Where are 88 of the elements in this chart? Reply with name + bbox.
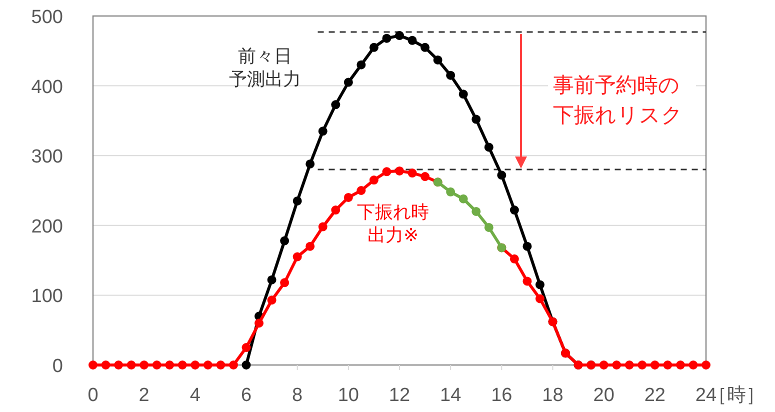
point <box>522 276 532 286</box>
point <box>458 90 468 99</box>
point <box>395 166 404 176</box>
point <box>420 42 430 52</box>
x-tick-label: 4 <box>190 385 201 406</box>
point <box>472 206 481 216</box>
point <box>318 126 328 136</box>
point <box>458 194 468 204</box>
point <box>522 242 532 251</box>
point <box>638 360 647 370</box>
point <box>228 360 238 370</box>
point <box>331 206 340 215</box>
y-tick-label: 500 <box>31 7 63 28</box>
point <box>688 360 698 370</box>
point <box>650 360 660 370</box>
x-tick-label: 22 <box>644 385 666 406</box>
x-tick-label: 2 <box>138 385 150 406</box>
point <box>624 360 634 370</box>
point <box>254 318 264 328</box>
point <box>356 60 366 70</box>
point <box>446 70 456 80</box>
point <box>165 360 174 370</box>
point <box>497 170 506 180</box>
point <box>408 168 417 178</box>
point <box>140 360 149 370</box>
point <box>535 280 544 290</box>
point <box>242 360 251 370</box>
point <box>395 31 404 40</box>
point <box>190 360 200 370</box>
point <box>216 360 226 370</box>
point <box>267 296 276 305</box>
y-tick-label: 100 <box>31 286 63 308</box>
point <box>318 222 328 232</box>
point <box>369 42 378 52</box>
point <box>88 360 98 370</box>
point <box>408 36 417 45</box>
y-tick-label: 0 <box>52 356 63 377</box>
point <box>292 252 302 262</box>
point <box>292 196 302 206</box>
point <box>280 278 290 288</box>
series-label: 下振れ時出力※ <box>357 202 429 245</box>
point <box>676 360 685 370</box>
series-label: 前々日予測出力 <box>229 46 301 89</box>
x-tick-label: 12 <box>388 385 410 406</box>
y-tick-label: 400 <box>31 76 63 98</box>
point <box>420 172 430 182</box>
point <box>344 78 353 87</box>
point <box>101 360 110 370</box>
point <box>126 360 136 370</box>
point <box>446 187 456 196</box>
point <box>599 360 608 370</box>
point <box>152 360 162 370</box>
y-tick-label: 200 <box>31 216 63 238</box>
x-tick-label: 16 <box>491 385 512 406</box>
point <box>369 176 378 185</box>
point <box>382 167 392 176</box>
point <box>382 34 392 43</box>
point <box>331 100 340 110</box>
point <box>510 254 519 264</box>
x-tick-label: 6 <box>240 385 252 406</box>
x-tick-label: 24 <box>695 385 717 406</box>
point <box>472 114 481 124</box>
point <box>280 236 290 246</box>
point <box>663 360 672 370</box>
point <box>510 206 519 215</box>
x-tick-label: 0 <box>88 385 98 406</box>
x-tick-label: 8 <box>292 385 303 406</box>
annotation: 事前予約時の下振れリスク <box>553 74 683 127</box>
point <box>267 275 276 284</box>
x-tick-label: 20 <box>593 385 614 406</box>
point <box>433 55 442 64</box>
y-tick-label: 300 <box>31 146 63 168</box>
x-tick-label: 18 <box>542 385 564 406</box>
point <box>702 360 710 370</box>
x-tick-label: 10 <box>338 385 359 406</box>
point <box>306 242 315 251</box>
point <box>242 343 251 352</box>
point <box>114 360 124 370</box>
point <box>178 360 187 370</box>
point <box>344 192 353 202</box>
point <box>535 294 544 304</box>
point <box>356 186 366 195</box>
x-tick-label: 14 <box>440 385 462 406</box>
point <box>484 222 494 232</box>
point <box>203 360 212 370</box>
point <box>612 360 622 370</box>
point <box>306 159 315 168</box>
point <box>484 142 494 152</box>
